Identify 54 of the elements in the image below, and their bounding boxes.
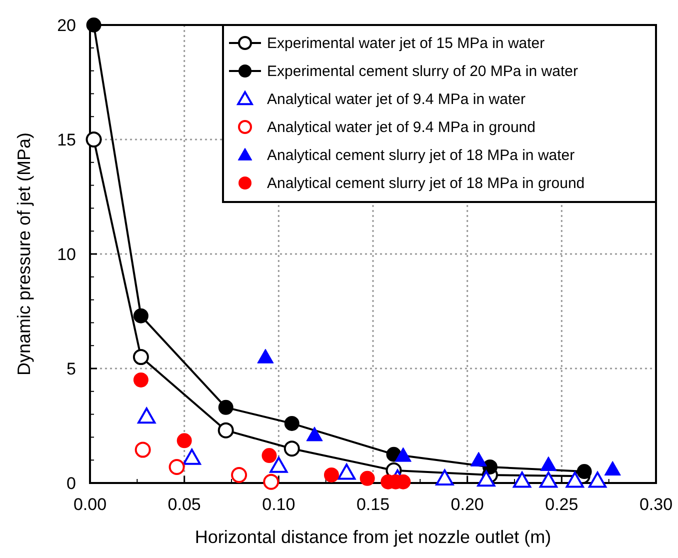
point bbox=[324, 467, 339, 482]
point bbox=[576, 464, 592, 480]
point bbox=[257, 348, 274, 364]
point bbox=[394, 447, 412, 462]
x-tick-label: 0.30 bbox=[639, 495, 673, 514]
point bbox=[263, 474, 280, 490]
point bbox=[540, 456, 557, 471]
legend-label: Analytical water jet of 9.4 MPa in water bbox=[267, 91, 526, 108]
point bbox=[133, 308, 148, 324]
legend-label: Analytical water jet of 9.4 MPa in ground bbox=[267, 119, 536, 136]
point bbox=[168, 458, 185, 475]
y-tick-label: 15 bbox=[57, 130, 76, 150]
point bbox=[477, 470, 496, 487]
x-tick-label: 0.10 bbox=[262, 495, 296, 514]
point bbox=[284, 440, 300, 457]
point bbox=[566, 472, 584, 488]
y-tick-label: 20 bbox=[57, 16, 76, 35]
point bbox=[138, 408, 156, 424]
point bbox=[133, 372, 148, 388]
point bbox=[436, 469, 454, 486]
x-axis-title: Horizontal distance from jet nozzle outlet (m) bbox=[194, 527, 552, 547]
point bbox=[539, 472, 558, 488]
y-tick-label: 0 bbox=[66, 474, 76, 493]
y-tick-label: 5 bbox=[66, 360, 76, 378]
point bbox=[512, 472, 532, 488]
legend-label: Experimental cement slurry of 20 MPa in water bbox=[267, 63, 578, 80]
point bbox=[360, 470, 375, 486]
x-tick-label: 0.15 bbox=[356, 495, 390, 514]
point bbox=[134, 442, 151, 458]
point bbox=[86, 18, 102, 32]
point bbox=[218, 400, 234, 415]
legend-label: Analytical cement slurry jet of 18 MPa in ground bbox=[267, 175, 585, 192]
point bbox=[182, 448, 201, 465]
point bbox=[86, 132, 102, 148]
point bbox=[588, 472, 607, 488]
x-tick-label: 0.20 bbox=[450, 495, 484, 514]
point bbox=[284, 416, 300, 431]
y-axis-title: Dynamic pressure of jet (MPa) bbox=[14, 132, 34, 376]
legend-label: Analytical cement slurry jet of 18 MPa in water bbox=[267, 147, 575, 164]
point bbox=[262, 448, 277, 464]
x-tick-label: 0.25 bbox=[545, 495, 578, 514]
point bbox=[270, 456, 288, 473]
point bbox=[176, 433, 192, 448]
x-tick-label: 0.05 bbox=[168, 495, 201, 514]
point bbox=[338, 464, 356, 480]
point bbox=[604, 460, 621, 476]
point bbox=[470, 452, 487, 466]
x-tick-label: 0.00 bbox=[73, 495, 107, 514]
point bbox=[306, 426, 323, 442]
legend-label: Experimental water jet of 15 MPa in water bbox=[267, 35, 545, 52]
y-tick-label: 10 bbox=[57, 245, 76, 264]
point bbox=[132, 349, 149, 366]
point bbox=[231, 466, 248, 483]
point bbox=[218, 422, 234, 438]
